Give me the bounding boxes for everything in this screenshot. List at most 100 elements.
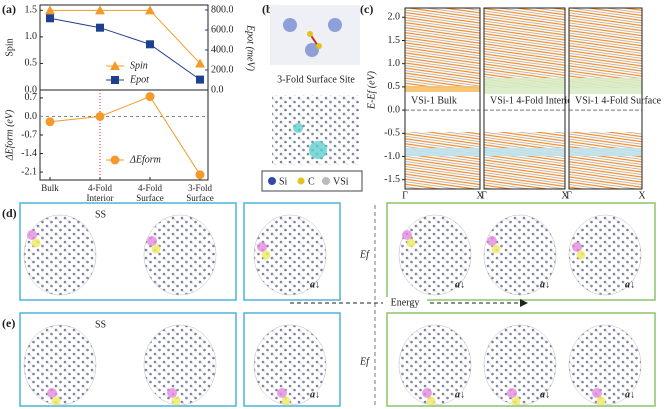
orbital [572, 242, 582, 252]
y-tick-label: 1.5 [25, 5, 38, 16]
x-tick-label: 4-Fold Surface [136, 183, 164, 203]
bands-upper [484, 8, 565, 88]
orbital [592, 388, 602, 398]
marker [195, 170, 205, 180]
bands-lower [484, 132, 565, 189]
cluster [398, 324, 472, 406]
orbital [422, 388, 432, 398]
cluster [143, 214, 217, 296]
plot-frame [39, 89, 209, 181]
legend-marker [297, 177, 305, 185]
state-label: a↓ [625, 279, 635, 290]
state-label: a↓ [540, 279, 550, 290]
marker [110, 155, 120, 165]
series-line [50, 9, 201, 64]
panel-label: (c) [360, 2, 373, 16]
arrow-head [520, 299, 528, 307]
marker [145, 5, 155, 15]
bands-upper [569, 8, 642, 88]
x-tick-label: Γ [566, 190, 572, 201]
y-tick-label: -1.0 [384, 151, 400, 162]
y-axis-label: E-Ef (eV) [366, 70, 377, 110]
legend-text: VSi [333, 176, 349, 187]
group-box [19, 312, 237, 407]
atom [307, 31, 313, 37]
y-tick-label: 0.0 [25, 84, 38, 95]
subplot-frame [404, 7, 481, 190]
cluster [483, 214, 557, 296]
orbital [511, 396, 521, 406]
defect-band [405, 86, 480, 92]
marker [46, 14, 54, 23]
orbital [596, 396, 606, 406]
x-tick-label: Γ [402, 190, 408, 201]
x-tick-label: X [638, 190, 646, 201]
y2-tick-label: 600.0 [211, 24, 234, 35]
x-tick-label: Bulk [41, 183, 59, 193]
cluster [143, 324, 217, 406]
series-line [49, 17, 201, 81]
x-tick-label: X [561, 190, 569, 201]
orbital [27, 230, 37, 240]
y2-tick-label: 200.0 [211, 64, 234, 75]
subplot-label: VSi-1 4-Fold Surface [575, 95, 662, 106]
atom [328, 18, 342, 32]
panel-label: (a) [2, 2, 16, 16]
state-label: a↓ [455, 389, 465, 400]
label-bg [488, 95, 561, 107]
x-tick-label: Γ [481, 190, 487, 201]
orbital [51, 396, 61, 406]
legend-text: Si [279, 176, 288, 187]
cluster [568, 214, 642, 296]
legend-text: C [308, 176, 315, 187]
label-bg [573, 95, 638, 107]
subplot-label: VSi-1 4-Fold Interior [490, 95, 576, 106]
defect-band [405, 148, 480, 156]
charge-density [293, 123, 303, 133]
y-axis-label: ΔEform (eV) [4, 109, 15, 161]
y2-tick-label: 800.0 [211, 4, 234, 15]
panel-label: (d) [2, 206, 17, 220]
y-tick-label: 0.0 [388, 104, 401, 115]
orbital [151, 244, 161, 254]
legend-text: ΔEform [129, 154, 161, 165]
label-bg [409, 95, 476, 107]
marker [95, 111, 105, 121]
y2-axis-label: Epot (meV) [245, 24, 256, 71]
y-axis-label: Spin [4, 38, 15, 56]
y-tick-label: 0.5 [25, 58, 38, 69]
y2-tick-label: 400.0 [211, 44, 234, 55]
subplot-frame [568, 7, 643, 190]
marker [111, 76, 119, 84]
fermi-label: Ef [359, 356, 370, 367]
cluster [23, 324, 97, 406]
energy-label: Energy [391, 297, 420, 308]
marker [95, 5, 105, 15]
orbital [47, 388, 57, 398]
label-bg [383, 297, 427, 309]
fermi-label: Ef [359, 249, 370, 260]
atom [283, 18, 297, 32]
orbital [426, 396, 436, 406]
y-tick-label: -1.4 [21, 148, 37, 159]
defect-band [569, 78, 642, 94]
marker [45, 5, 55, 15]
orbital [31, 238, 41, 248]
marker [146, 40, 154, 49]
y-tick-label: 1.0 [388, 58, 401, 69]
orbital [281, 396, 291, 406]
marker [96, 23, 104, 32]
y-tick-label: 0.5 [388, 81, 401, 92]
orbital [257, 242, 267, 252]
legend-box [261, 170, 363, 192]
legend-marker [322, 177, 330, 185]
orbital [487, 236, 497, 246]
state-label: a↓ [625, 389, 635, 400]
defect-band [569, 148, 642, 156]
cluster [23, 214, 97, 296]
y-tick-label: 1.5 [388, 35, 401, 46]
orbital [576, 250, 586, 260]
bands-lower [569, 132, 642, 189]
orbital [261, 250, 271, 260]
